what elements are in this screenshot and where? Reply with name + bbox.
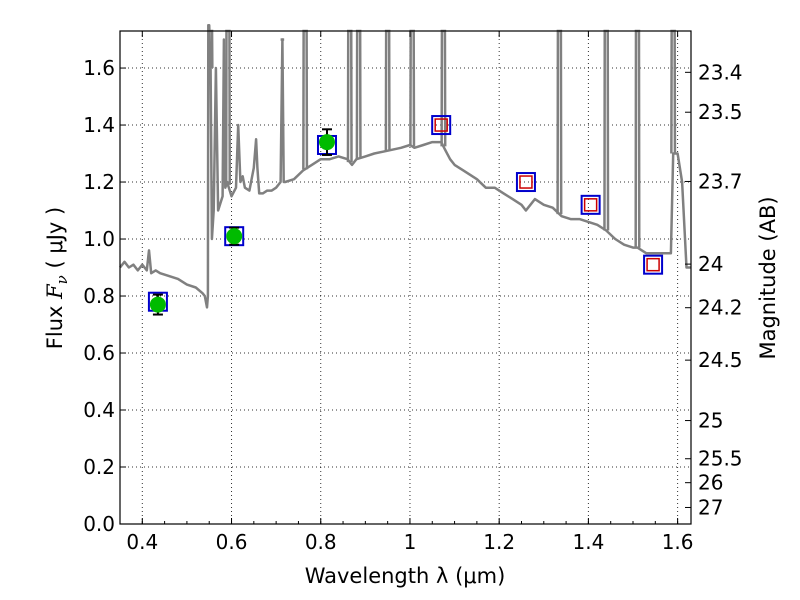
emission-line [634, 29, 641, 248]
right-tick-label: 23.7 [698, 169, 743, 193]
observed-point [318, 134, 335, 151]
emission-line [440, 29, 447, 147]
emission-line [302, 29, 309, 170]
upper-limit-point [646, 257, 660, 272]
model-point [643, 254, 664, 275]
model-spectrum [119, 24, 691, 309]
right-tick-label: 23.4 [698, 60, 743, 84]
right-tick-label: 25 [698, 409, 723, 433]
model-point [580, 194, 601, 215]
x-tick-label: 1 [404, 530, 417, 554]
y-tick-label: 0.8 [83, 284, 115, 308]
upper-limit-point [583, 198, 598, 212]
emission-line [603, 29, 610, 231]
upper-limit-point [434, 118, 448, 132]
y-tick-label: 0.0 [83, 512, 115, 536]
right-axis-label: Magnitude (AB) [756, 196, 780, 359]
y-axis-label: Flux Fν ( μJy ) [43, 207, 71, 349]
right-tick-label: 24.2 [698, 296, 743, 320]
x-tick-label: 1.2 [483, 530, 515, 554]
emission-line [384, 29, 391, 151]
x-tick-label: 0.4 [126, 530, 158, 554]
x-tick-label: 0.6 [216, 530, 248, 554]
x-tick-label: 0.8 [305, 530, 337, 554]
upper-limit-point [519, 175, 533, 189]
right-tick-label: 23.5 [698, 100, 743, 124]
model-point [515, 172, 536, 193]
plot-frame [119, 30, 692, 525]
emission-line [355, 29, 362, 159]
right-tick-label: 26 [698, 471, 723, 495]
y-tick-label: 0.2 [83, 455, 115, 479]
right-tick-label: 24.5 [698, 348, 743, 372]
y-tick-label: 1.4 [83, 113, 115, 137]
emission-line [224, 29, 231, 185]
x-axis-label: Wavelength λ (μm) [305, 564, 506, 588]
emission-line [556, 29, 563, 215]
right-tick-label: 24 [698, 252, 723, 276]
right-tick-label: 27 [698, 495, 723, 519]
y-tick-label: 1.2 [83, 170, 115, 194]
y-tick-label: 0.6 [83, 341, 115, 365]
model-point [431, 115, 452, 136]
observed-point [149, 296, 166, 313]
photometry-points [147, 115, 664, 316]
right-tick-label: 25.5 [698, 447, 743, 471]
observed-point [226, 228, 243, 245]
axis-ticks: 0.4 0.6 0.8 1 1.2 1.4 1.6 0.0 0.2 0.4 0.6 0.8 1.0 1.2… [83, 31, 743, 554]
y-tick-label: 1.0 [83, 227, 115, 251]
x-tick-label: 1.4 [572, 530, 604, 554]
emission-line [670, 29, 677, 154]
emission-line [409, 29, 416, 147]
emission-line [346, 29, 353, 163]
y-tick-label: 0.4 [83, 398, 115, 422]
x-tick-label: 1.6 [662, 530, 694, 554]
y-tick-label: 1.6 [83, 56, 115, 80]
